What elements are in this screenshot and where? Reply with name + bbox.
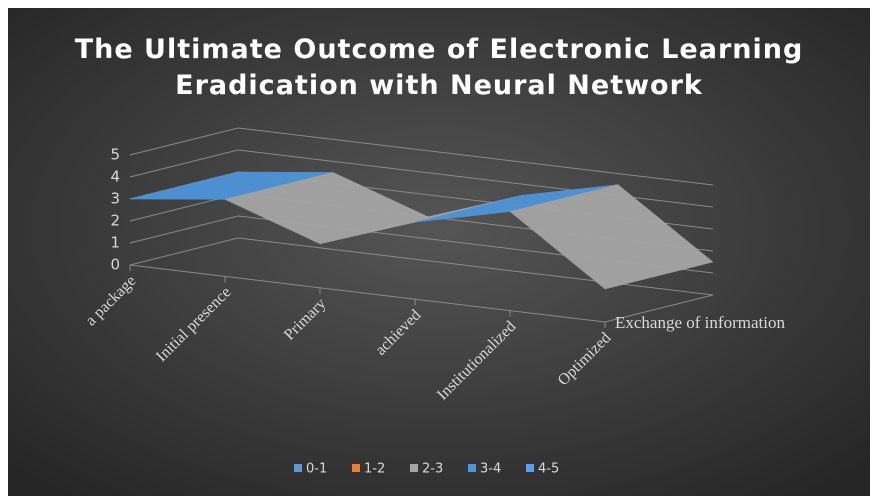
legend-swatch [468,464,476,472]
grid-line [129,237,714,296]
y-tick-label: 1 [110,234,120,252]
y-tick-label: 2 [110,212,120,230]
legend-swatch [352,464,360,472]
grid-line [129,215,714,274]
legend-label: 0-1 [306,462,327,477]
chart-background [8,8,870,496]
chart-title: The Ultimate Outcome of Electronic Learn… [75,34,804,101]
grid-line [129,127,714,186]
legend-label: 4-5 [538,462,559,477]
legend-swatch [294,464,302,472]
y-tick-label: 5 [110,146,120,164]
legend-swatch [410,464,418,472]
y-tick-label: 4 [110,168,120,186]
series-label: Exchange of information [615,313,785,332]
legend-label: 3-4 [480,462,501,477]
y-tick-label: 0 [110,256,120,274]
surface-patch [509,184,714,290]
legend-swatch [526,464,534,472]
y-tick-label: 3 [110,190,120,208]
grid-line [129,149,714,208]
legend-label: 2-3 [422,462,443,477]
chart-title: The Ultimate Outcome of Electronic Learn… [75,34,804,101]
legend-label: 1-2 [364,462,385,477]
